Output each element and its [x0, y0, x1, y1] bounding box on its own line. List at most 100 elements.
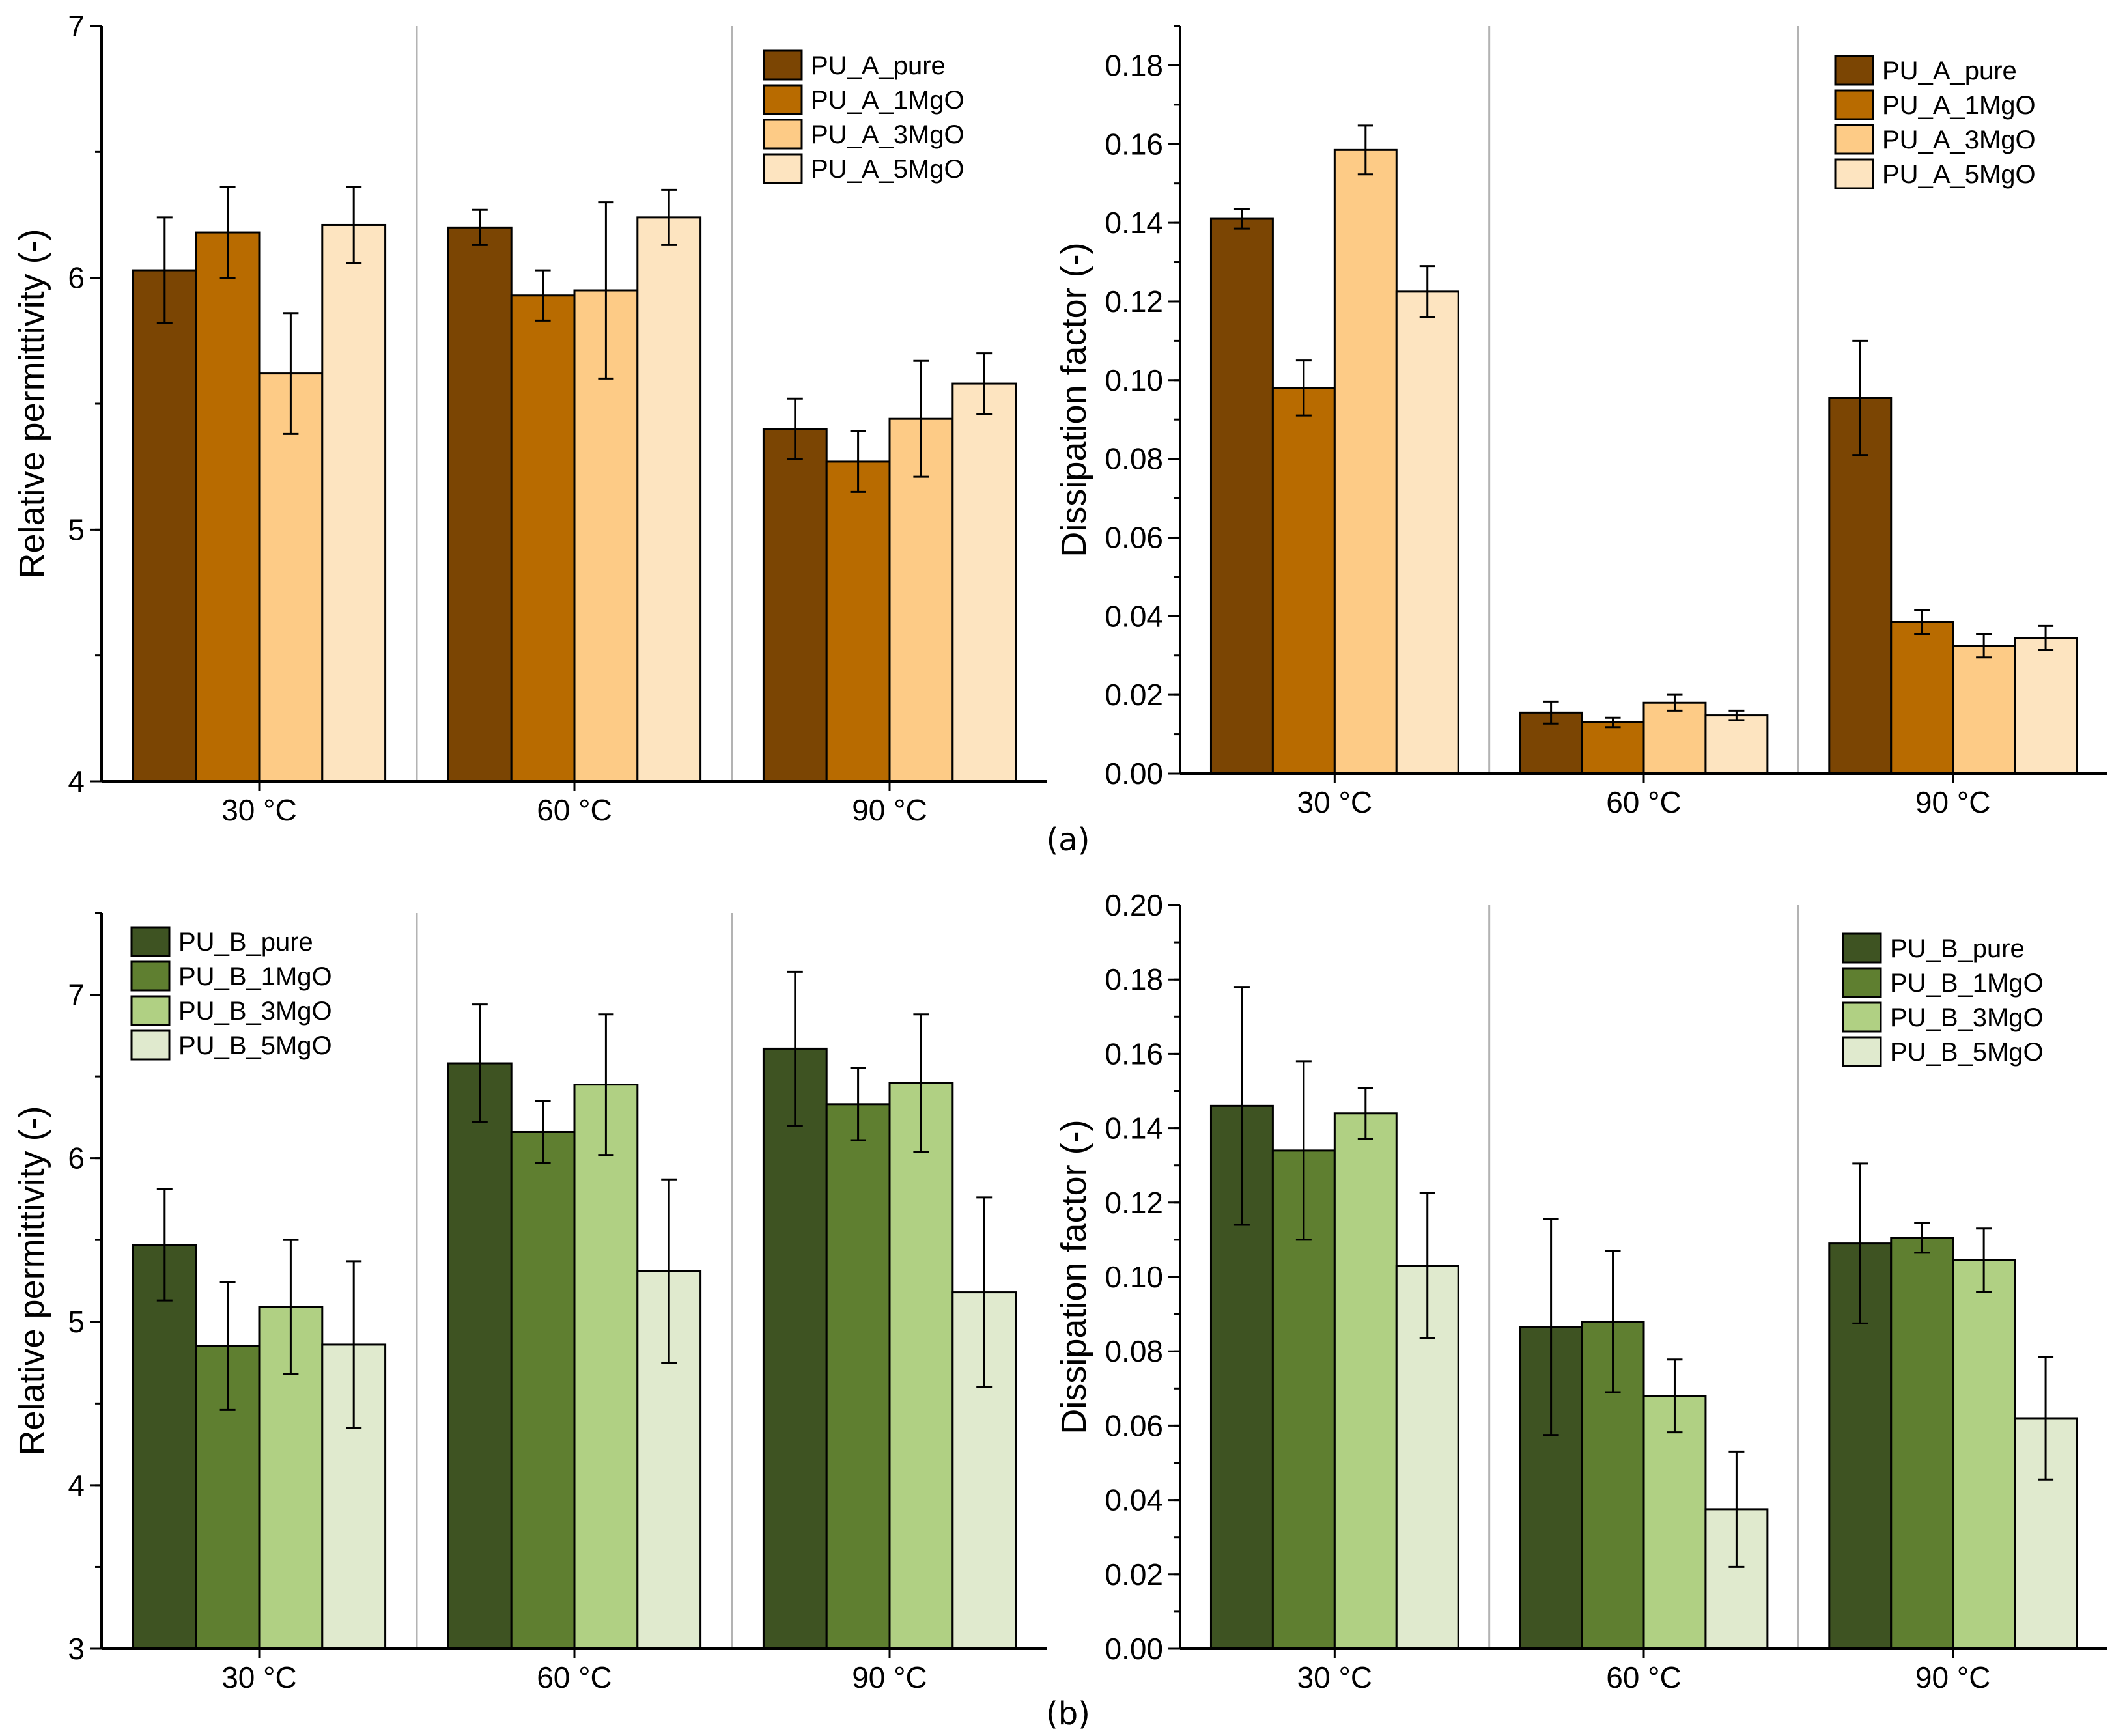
bar-PU_B_3MgO-1	[1642, 1395, 1707, 1650]
y-tick-label: 0.20	[1105, 888, 1163, 922]
bar-PU_A_5MgO-1	[636, 216, 702, 783]
x-tick-label: 90 °C	[1915, 1660, 1991, 1694]
legend-label: PU_A_pure	[1882, 57, 2017, 85]
legend-swatch	[130, 1029, 171, 1061]
legend-swatch	[130, 960, 171, 992]
bar-PU_B_pure-0	[132, 1244, 197, 1650]
bar-PU_A_pure-2	[762, 428, 828, 783]
legend-swatch	[763, 49, 803, 81]
bar-PU_B_1MgO-2	[825, 1103, 891, 1650]
legend-label: PU_A_pure	[811, 51, 946, 80]
y-tick-label: 0.10	[1105, 363, 1163, 397]
y-tick-label: 5	[68, 512, 85, 546]
y-tick-label: 0.08	[1105, 1334, 1163, 1368]
panel-a-permittivity: 4 5 6 7 30 °C 60 °C 90 °C Relative permittivity…	[12, 9, 1047, 827]
x-tick-label: 30 °C	[1297, 785, 1373, 819]
x-tick-label: 30 °C	[1297, 1660, 1373, 1694]
bar-PU_B_1MgO-2	[1890, 1237, 1954, 1650]
y-tick-label: 0.00	[1105, 757, 1163, 791]
y-tick-label: 0.16	[1105, 127, 1163, 161]
bar-PU_A_1MgO-1	[510, 294, 576, 783]
y-tick-label: 0.02	[1105, 678, 1163, 712]
y-tick-label: 0.12	[1105, 285, 1163, 318]
bar-PU_A_5MgO-1	[1704, 714, 1769, 775]
x-tick-label: 90 °C	[852, 793, 927, 827]
bar-PU_B_3MgO-0	[1333, 1112, 1398, 1650]
x-tick-label: 90 °C	[852, 1660, 927, 1694]
x-tick-label: 60 °C	[1606, 785, 1682, 819]
legend-label: PU_A_1MgO	[1882, 91, 2036, 120]
legend-label: PU_A_5MgO	[811, 155, 965, 184]
y-tick-label: 0.04	[1105, 1483, 1163, 1517]
legend-label: PU_B_pure	[178, 928, 313, 957]
bar-PU_B_1MgO-1	[510, 1130, 576, 1650]
figure-label-b: (b)	[1046, 1696, 1090, 1732]
y-axis-title: Dissipation factor (-)	[1054, 1119, 1093, 1434]
bar-PU_A_pure-1	[447, 226, 513, 783]
legend-swatch	[1842, 1036, 1882, 1067]
bar-PU_A_1MgO-0	[195, 231, 261, 783]
x-tick-label: 30 °C	[221, 1660, 297, 1694]
legend-swatch	[1834, 89, 1874, 120]
panel-b-dissipation: 0.00 0.02 0.04 0.06 0.08 0.10 0.12 0.14 0.16 0.18…	[1054, 888, 2107, 1694]
legend-swatch	[130, 995, 171, 1026]
legend-swatch	[1842, 932, 1882, 964]
bar-PU_A_1MgO-2	[825, 460, 891, 783]
legend-label: PU_A_5MgO	[1882, 160, 2036, 189]
y-tick-label: 0.08	[1105, 442, 1163, 476]
legend-swatch	[130, 926, 171, 957]
y-tick-label: 6	[68, 1141, 85, 1175]
y-tick-label: 0.14	[1105, 1112, 1163, 1145]
panel-b-permittivity: 3 4 5 6 7 30 °C 60 °C 90 °C Relative permittivit…	[12, 912, 1047, 1694]
legend-label: PU_B_1MgO	[1890, 969, 2044, 998]
y-tick-label: 0.18	[1105, 962, 1163, 996]
legend-swatch	[1834, 124, 1874, 155]
legend-swatch	[763, 153, 803, 184]
legend-label: PU_A_3MgO	[1882, 126, 2036, 154]
bar-PU_B_3MgO-2	[888, 1082, 954, 1650]
y-tick-label: 5	[68, 1305, 85, 1339]
bar-PU_A_5MgO-0	[1395, 290, 1459, 775]
x-tick-label: 60 °C	[1606, 1660, 1682, 1694]
legend-label: PU_B_5MgO	[178, 1031, 332, 1060]
y-tick-label: 0.10	[1105, 1260, 1163, 1294]
legend-label: PU_A_3MgO	[811, 120, 965, 149]
x-tick-label: 90 °C	[1915, 785, 1991, 819]
y-tick-label: 0.16	[1105, 1037, 1163, 1071]
legend-label: PU_B_1MgO	[178, 962, 332, 991]
y-tick-label: 0.18	[1105, 48, 1163, 82]
y-tick-label: 6	[68, 261, 85, 295]
bar-PU_A_pure-0	[1209, 217, 1274, 775]
legend-label: PU_A_1MgO	[811, 86, 965, 115]
legend-swatch	[763, 84, 803, 115]
bar-PU_A_3MgO-0	[258, 372, 324, 783]
legend-label: PU_B_3MgO	[178, 997, 332, 1026]
y-axis-title: Dissipation factor (-)	[1054, 242, 1093, 557]
legend-label: PU_B_3MgO	[1890, 1003, 2044, 1032]
legend-label: PU_B_pure	[1890, 934, 2025, 963]
legend-swatch	[1842, 967, 1882, 998]
panel-a-dissipation: 0.00 0.02 0.04 0.06 0.08 0.10 0.12 0.14 0.16 0.18…	[1054, 25, 2107, 819]
bar-PU_A_5MgO-2	[951, 382, 1017, 783]
bar-PU_B_pure-2	[762, 1047, 828, 1650]
y-tick-label: 4	[68, 1468, 85, 1502]
y-tick-label: 7	[68, 9, 85, 43]
legend-swatch	[1842, 1001, 1882, 1033]
bar-PU_A_3MgO-2	[1952, 645, 2016, 775]
y-tick-label: 0.14	[1105, 206, 1163, 240]
y-axis-title: Relative permittivity (-)	[12, 229, 51, 578]
y-tick-label: 0.06	[1105, 1408, 1163, 1442]
figure-label-a: (a)	[1047, 822, 1090, 858]
y-tick-label: 7	[68, 978, 85, 1012]
bar-PU_B_3MgO-2	[1952, 1259, 2016, 1650]
legend-swatch	[763, 119, 803, 150]
bar-PU_B_3MgO-1	[573, 1084, 639, 1650]
legend-swatch	[1834, 55, 1874, 86]
y-tick-label: 0.06	[1105, 520, 1163, 554]
bar-PU_A_5MgO-0	[321, 223, 387, 783]
y-axis-title: Relative permittivity (-)	[12, 1106, 51, 1455]
y-tick-label: 0.12	[1105, 1186, 1163, 1220]
bar-PU_A_1MgO-0	[1271, 387, 1336, 775]
bar-PU_A_3MgO-0	[1333, 148, 1398, 775]
